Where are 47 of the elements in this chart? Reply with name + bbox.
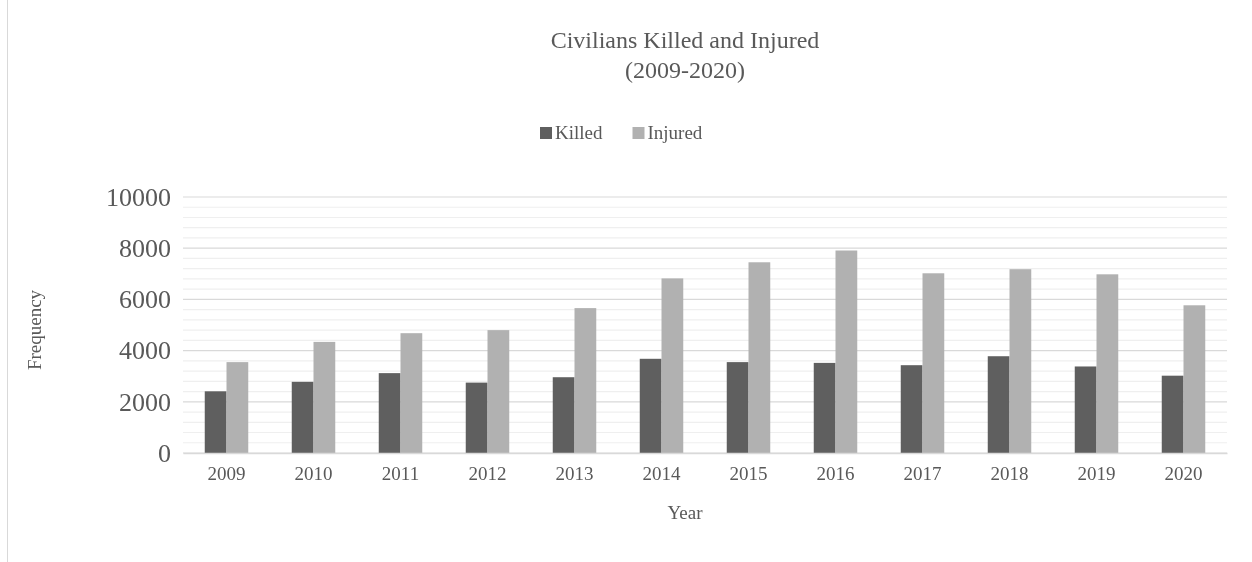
bar: [291, 381, 314, 453]
legend-label: Injured: [647, 122, 703, 143]
x-tick-label: 2011: [381, 463, 420, 485]
bar: [226, 362, 249, 453]
bar: [313, 341, 336, 453]
bar: [726, 362, 749, 453]
bar: [748, 262, 771, 453]
x-tick-label: 2019: [1077, 463, 1116, 485]
x-axis-title: Year: [667, 502, 704, 523]
legend-label: Killed: [555, 122, 603, 143]
bar: [378, 373, 401, 453]
x-tick-label: 2017: [903, 463, 942, 485]
bar: [204, 391, 227, 453]
x-tick-label: 2020: [1164, 463, 1203, 485]
bar: [835, 250, 858, 453]
y-tick-label: 0: [158, 438, 171, 468]
y-tick-label: 4000: [119, 336, 171, 366]
chart-title: Civilians Killed and Injured (2009-2020): [550, 27, 820, 83]
bar: [1096, 274, 1119, 453]
y-axis-title: Frequency: [24, 289, 45, 371]
bar: [987, 356, 1010, 453]
bar: [1074, 366, 1097, 453]
bar: [813, 362, 836, 453]
bar: [552, 377, 575, 453]
x-tick-label: 2010: [294, 463, 333, 485]
y-tick-label: 10000: [106, 182, 171, 212]
bar: [1183, 305, 1206, 453]
bar: [922, 273, 945, 453]
y-tick-label: 6000: [119, 285, 171, 315]
x-tick-label: 2009: [207, 463, 246, 485]
x-tick-label: 2014: [642, 463, 681, 485]
bar: [574, 308, 597, 453]
bar: [400, 333, 423, 453]
bar: [639, 358, 662, 453]
bar: [661, 278, 684, 453]
x-tick-label: 2012: [468, 463, 507, 485]
y-tick-label: 2000: [119, 387, 171, 417]
bar: [487, 330, 510, 453]
bar: [465, 382, 488, 453]
x-tick-label: 2015: [729, 463, 768, 485]
x-tick-label: 2016: [816, 463, 855, 485]
bar: [900, 365, 923, 453]
bar: [1009, 269, 1032, 453]
x-tick-label: 2018: [990, 463, 1029, 485]
bar: [1161, 375, 1184, 453]
x-tick-label: 2013: [555, 463, 594, 485]
y-tick-label: 8000: [119, 234, 171, 264]
